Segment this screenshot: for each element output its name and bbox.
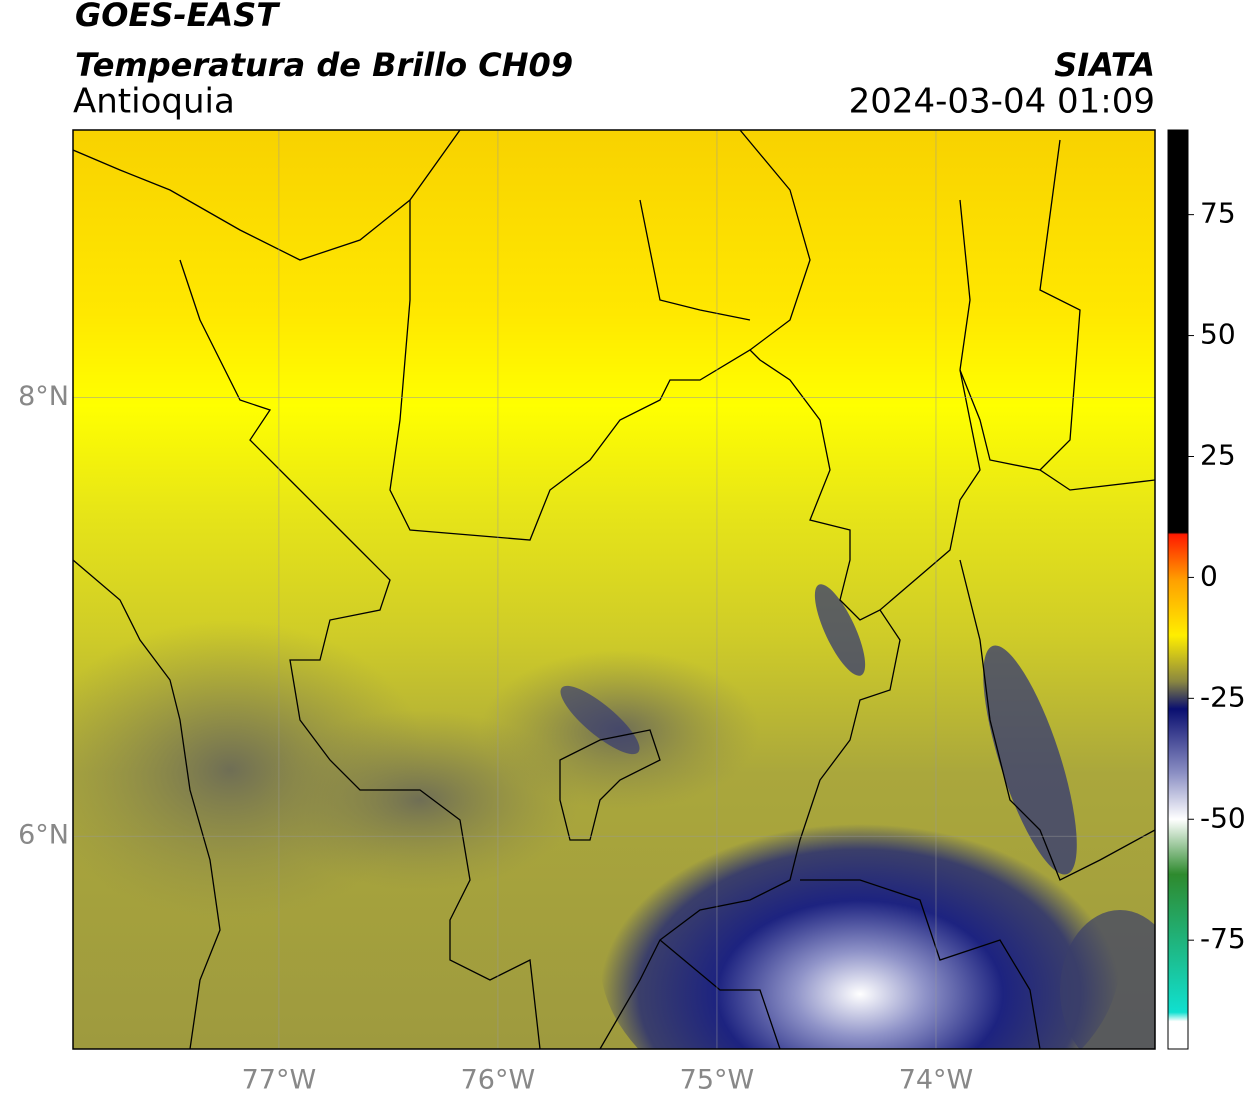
y-tick-label: 6°N (18, 820, 69, 851)
subtitle: Temperatura de Brillo CH09 (75, 46, 573, 84)
x-tick-label: 74°W (899, 1065, 974, 1096)
y-tick-label: 8°N (18, 381, 69, 412)
colorbar-tick-label: 25 (1200, 438, 1236, 471)
colorbar-tick-label: -25 (1200, 680, 1246, 713)
map-frame (72, 129, 1156, 1050)
colorbar-tick-label: 75 (1200, 197, 1236, 230)
colorbar-tick-label: -50 (1200, 801, 1246, 834)
colorbar-tick-label: -75 (1200, 922, 1246, 955)
colorbar-tick-label: 50 (1200, 318, 1236, 351)
title: GOES-EAST (75, 0, 280, 34)
datetime: 2024-03-04 01:09 (849, 82, 1155, 122)
colorbar-tick-label: 0 (1200, 559, 1218, 592)
source: SIATA (1054, 46, 1155, 84)
x-tick-label: 77°W (242, 1065, 317, 1096)
x-tick-label: 76°W (461, 1065, 536, 1096)
region: Antioquia (73, 82, 235, 122)
map-image (73, 130, 1155, 1049)
colorbar (1167, 129, 1189, 1050)
graticule (73, 130, 1155, 1049)
x-tick-label: 75°W (680, 1065, 755, 1096)
